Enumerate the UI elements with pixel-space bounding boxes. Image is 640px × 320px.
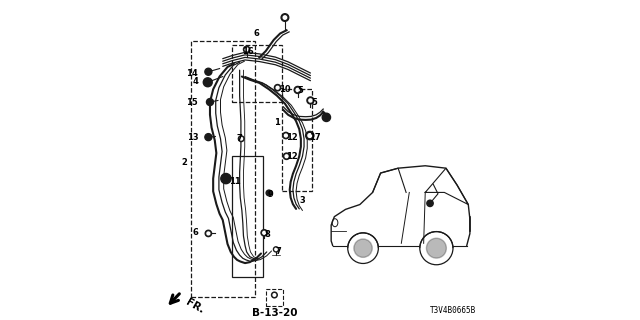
Circle shape <box>354 239 372 257</box>
Text: 6: 6 <box>192 228 198 237</box>
Circle shape <box>283 132 289 139</box>
Text: 14: 14 <box>186 69 198 78</box>
Circle shape <box>284 153 290 159</box>
Circle shape <box>266 190 272 196</box>
Text: 4: 4 <box>192 77 198 86</box>
Circle shape <box>205 230 212 236</box>
Circle shape <box>273 247 278 252</box>
Text: B-13-20: B-13-20 <box>252 308 297 318</box>
Text: 13: 13 <box>186 132 198 142</box>
Circle shape <box>308 134 312 137</box>
Circle shape <box>273 294 276 296</box>
Circle shape <box>296 88 300 92</box>
Circle shape <box>207 99 214 106</box>
Circle shape <box>275 248 277 251</box>
Text: 9: 9 <box>268 190 273 199</box>
Circle shape <box>348 233 378 263</box>
Text: T3V4B0665B: T3V4B0665B <box>430 306 476 315</box>
Text: 10: 10 <box>278 85 290 94</box>
Text: 1: 1 <box>275 118 280 127</box>
Text: 7: 7 <box>275 247 281 256</box>
Text: 3: 3 <box>300 196 306 205</box>
Circle shape <box>245 48 248 51</box>
Text: 11: 11 <box>229 177 241 186</box>
Circle shape <box>281 14 289 21</box>
Circle shape <box>207 232 210 235</box>
Text: 5: 5 <box>297 86 303 95</box>
Text: 17: 17 <box>309 132 321 142</box>
Text: FR.: FR. <box>184 297 205 315</box>
Circle shape <box>261 230 268 236</box>
Circle shape <box>306 132 314 140</box>
Text: 8: 8 <box>264 230 270 239</box>
Circle shape <box>427 200 433 206</box>
Circle shape <box>238 136 244 141</box>
Circle shape <box>276 86 279 89</box>
Circle shape <box>263 231 266 234</box>
Text: 16: 16 <box>242 46 253 56</box>
Circle shape <box>275 84 281 91</box>
Circle shape <box>420 232 453 265</box>
Text: 12: 12 <box>287 152 298 161</box>
Circle shape <box>205 134 212 140</box>
Circle shape <box>243 46 250 52</box>
Bar <box>232 156 262 277</box>
Circle shape <box>285 155 288 158</box>
Circle shape <box>284 134 287 137</box>
Bar <box>282 89 312 191</box>
Bar <box>191 42 255 297</box>
Circle shape <box>309 99 312 102</box>
Circle shape <box>426 238 446 258</box>
Circle shape <box>283 16 287 19</box>
Circle shape <box>294 86 301 93</box>
Circle shape <box>307 97 314 104</box>
Circle shape <box>205 68 212 75</box>
Bar <box>232 45 282 102</box>
Bar <box>266 289 284 306</box>
Circle shape <box>322 113 330 122</box>
Circle shape <box>221 173 231 184</box>
Circle shape <box>240 137 243 140</box>
Text: 5: 5 <box>311 98 317 107</box>
Text: 12: 12 <box>287 132 298 142</box>
Circle shape <box>204 78 212 87</box>
Text: 6: 6 <box>253 29 259 38</box>
Text: 2: 2 <box>181 158 187 167</box>
Text: 7: 7 <box>236 134 242 143</box>
Text: 15: 15 <box>186 98 198 107</box>
Circle shape <box>271 292 277 298</box>
